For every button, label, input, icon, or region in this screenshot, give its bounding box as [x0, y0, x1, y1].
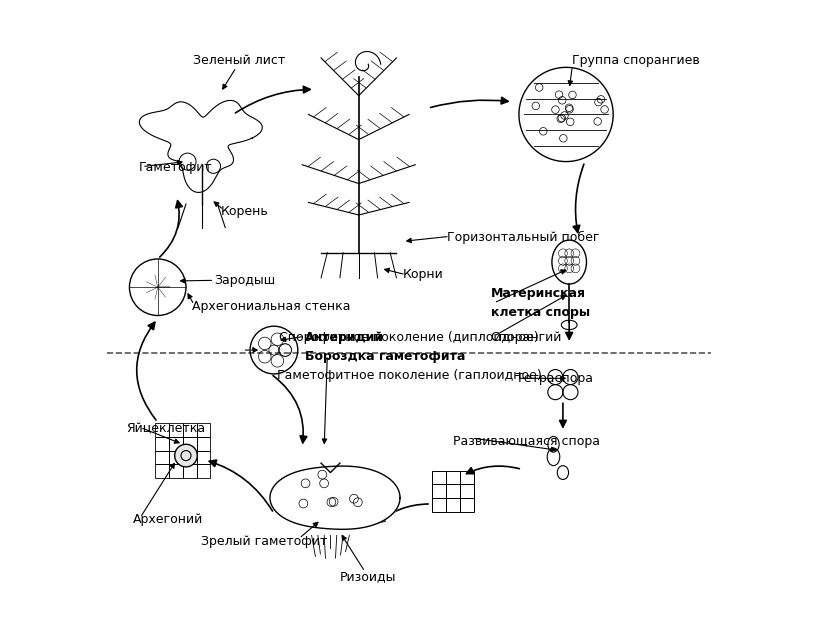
Text: Материнская: Материнская [491, 287, 586, 300]
Text: Архегониальная стенка: Архегониальная стенка [192, 300, 351, 312]
Text: Зародыш: Зародыш [214, 274, 276, 288]
Text: клетка споры: клетка споры [491, 306, 590, 319]
Bar [169, 451, 183, 464]
Bar [460, 498, 474, 512]
Bar [196, 451, 210, 464]
Text: Зрелый гаметофит: Зрелый гаметофит [201, 535, 328, 548]
Text: Тетраспора: Тетраспора [516, 372, 593, 385]
Bar [183, 464, 196, 478]
Ellipse shape [561, 320, 577, 329]
Bar [169, 464, 183, 478]
Text: Антеридий: Антеридий [305, 331, 384, 344]
Text: Гаметофитное поколение (гаплоидное): Гаметофитное поколение (гаплоидное) [276, 369, 542, 382]
Bar [446, 471, 460, 485]
Text: Развивающаяся спора: Развивающаяся спора [453, 435, 600, 447]
Bar [432, 485, 446, 498]
Bar [446, 485, 460, 498]
Bar [196, 437, 210, 451]
Text: Ризоиды: Ризоиды [340, 570, 397, 582]
Bar [196, 464, 210, 478]
Bar [432, 498, 446, 512]
Bar [183, 423, 196, 437]
Bar [155, 464, 169, 478]
Bar [169, 437, 183, 451]
Text: Корни: Корни [402, 268, 443, 281]
Text: Гаметофит: Гаметофит [139, 162, 213, 174]
Bar [446, 498, 460, 512]
Bar [183, 437, 196, 451]
Text: Спорангий: Спорангий [491, 331, 562, 344]
Polygon shape [139, 100, 263, 192]
Bar [460, 471, 474, 485]
Bar [155, 423, 169, 437]
Text: Архегоний: Архегоний [133, 513, 203, 526]
Text: Корень: Корень [221, 205, 268, 218]
Circle shape [175, 444, 197, 467]
Bar [196, 423, 210, 437]
Text: Горизонтальный побег: Горизонтальный побег [447, 230, 600, 244]
Bar [432, 471, 446, 485]
Bar [155, 437, 169, 451]
Bar [460, 485, 474, 498]
Text: Спорофитное поколение (диплоидное): Спорофитное поколение (диплоидное) [279, 331, 539, 344]
Text: Группа спорангиев: Группа спорангиев [573, 54, 700, 68]
Text: Зеленый лист: Зеленый лист [193, 54, 285, 68]
Bar [169, 423, 183, 437]
Text: Яйцеклетка: Яйцеклетка [126, 422, 205, 435]
Text: Бороздка гаметофита: Бороздка гаметофита [305, 350, 465, 363]
Polygon shape [270, 466, 400, 529]
Bar [155, 451, 169, 464]
Bar [183, 451, 196, 464]
